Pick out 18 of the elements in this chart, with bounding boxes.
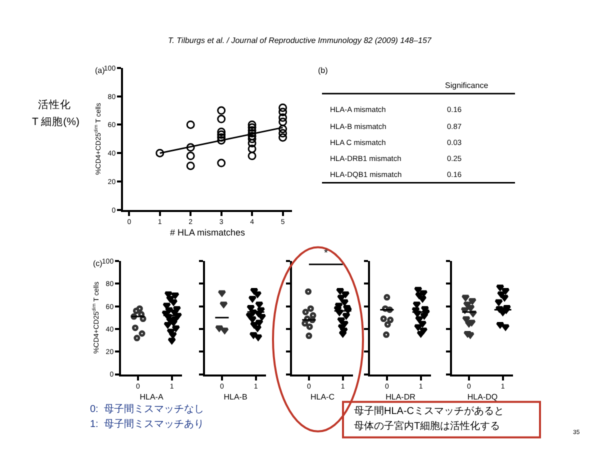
text: 母子間HLA-Cミスマッチがあると bbox=[354, 406, 504, 417]
text: (a) bbox=[95, 66, 106, 75]
text: Significance bbox=[445, 81, 489, 90]
text: 1: 母子間ミスマッチあり bbox=[90, 419, 204, 430]
text: (c) bbox=[93, 259, 103, 268]
x-axis-title: HLA-A bbox=[140, 392, 164, 402]
text: (b) bbox=[318, 66, 328, 75]
text: * bbox=[324, 248, 328, 259]
x-axis-title: HLA-B bbox=[224, 392, 248, 402]
x-axis-title: HLA-DQ bbox=[467, 392, 498, 402]
x-axis-title: # HLA mismatches bbox=[170, 228, 246, 238]
text: 活性化 bbox=[38, 99, 71, 111]
text: 0: 母子間ミスマッチなし bbox=[90, 404, 204, 415]
text: T. Tilburgs et al. / Journal of Reproductive Immunology 82 (2009) 148–157 bbox=[168, 36, 432, 45]
x-axis-title: HLA-C bbox=[310, 392, 335, 402]
text: 母体の子宮内T細胞は活性化する bbox=[354, 420, 500, 432]
text: T 細胞(%) bbox=[32, 116, 80, 128]
x-axis-title: HLA-DR bbox=[386, 392, 416, 402]
